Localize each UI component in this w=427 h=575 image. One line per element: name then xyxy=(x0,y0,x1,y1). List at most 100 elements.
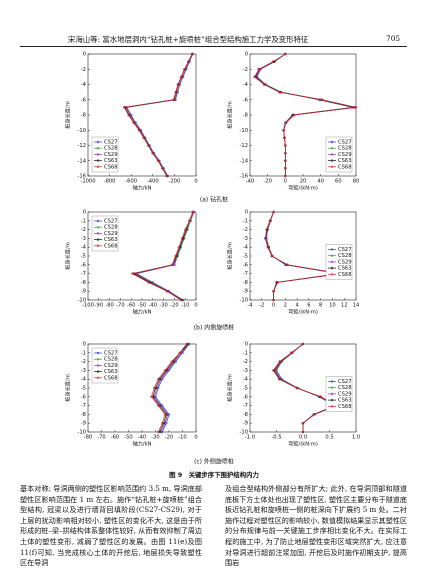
x-axis-label: 轴力/kN xyxy=(132,308,151,316)
y-tick-label: -7 xyxy=(81,271,86,277)
text-column: 基本对称; 导洞两侧的塑性区影响范围约 3.5 m, 导洞底部塑性区影响范围在 … xyxy=(20,484,202,568)
y-tick-label: -7 xyxy=(243,271,248,277)
data-point xyxy=(188,219,191,223)
data-point xyxy=(271,60,275,63)
y-tick-label: -4 xyxy=(243,377,249,383)
y-tick-label: -2 xyxy=(243,227,248,233)
y-tick-label: -2 xyxy=(81,227,86,233)
legend-label: CS27 xyxy=(104,219,118,225)
series-line xyxy=(253,53,357,176)
data-point xyxy=(284,167,287,170)
x-tick-label: -100 xyxy=(82,303,94,309)
x-tick-label: -80 xyxy=(105,303,113,309)
series-line xyxy=(153,343,189,433)
legend-label: CS28 xyxy=(104,357,118,363)
series-line xyxy=(272,343,338,432)
legend-marker xyxy=(96,140,100,144)
y-tick-label: -4 xyxy=(81,82,87,88)
legend-label: CS27 xyxy=(104,351,118,357)
y-tick-label: -10 xyxy=(78,298,86,304)
subcaption: (a) 钻孔桩 xyxy=(200,196,228,204)
data-point xyxy=(186,60,190,63)
y-tick-label: -16 xyxy=(240,174,248,180)
data-point xyxy=(354,106,358,109)
data-point xyxy=(179,75,183,79)
data-point xyxy=(301,421,305,425)
legend-marker xyxy=(96,165,100,169)
data-point xyxy=(265,228,268,231)
data-point xyxy=(177,245,180,249)
data-point xyxy=(192,210,196,214)
y-tick-label: -6 xyxy=(243,394,248,400)
data-point xyxy=(131,272,134,275)
legend-marker xyxy=(96,357,100,361)
x-tick-label: 8 xyxy=(319,303,322,309)
data-point xyxy=(272,369,275,372)
x-tick-label: 0.5 xyxy=(325,435,333,441)
y-tick-label: -2 xyxy=(81,67,86,73)
legend-marker xyxy=(96,376,100,380)
data-point xyxy=(292,113,296,117)
y-tick-label: -6 xyxy=(243,97,248,103)
y-tick-label: -10 xyxy=(78,430,86,436)
x-tick-label: 20 xyxy=(300,179,307,185)
x-tick-label: -70 xyxy=(97,435,105,441)
y-tick-label: -5 xyxy=(243,254,248,260)
x-tick-label: -200 xyxy=(169,179,181,185)
series-line xyxy=(152,343,189,433)
data-point xyxy=(284,159,287,162)
legend-marker xyxy=(330,266,334,270)
x-tick-label: -10 xyxy=(178,435,186,441)
data-point xyxy=(319,395,323,399)
legend-marker xyxy=(330,153,334,156)
x-tick-label: 0 xyxy=(194,303,197,309)
legend-label: CS28 xyxy=(104,146,118,152)
x-tick-label: -90 xyxy=(95,303,103,309)
legend-label: CS27 xyxy=(338,379,352,385)
data-point xyxy=(188,342,191,346)
data-point xyxy=(284,174,287,178)
data-point xyxy=(278,360,281,363)
x-tick-label: -30 xyxy=(159,303,167,309)
data-point xyxy=(163,369,167,372)
data-point xyxy=(174,254,177,258)
x-tick-label: -70 xyxy=(116,303,124,309)
data-point xyxy=(270,254,274,258)
data-point xyxy=(161,167,164,170)
header-rule xyxy=(20,46,407,47)
legend-label: CS63 xyxy=(338,266,352,272)
legend-marker xyxy=(96,364,100,367)
x-tick-label: -1.0 xyxy=(245,435,255,441)
y-tick-label: -7 xyxy=(243,403,248,409)
legend-marker xyxy=(330,386,334,389)
data-point xyxy=(142,136,145,140)
data-point xyxy=(165,289,169,293)
x-tick-label: 0 xyxy=(272,303,275,309)
data-point xyxy=(321,98,324,101)
legend-label: CS28 xyxy=(338,253,352,259)
y-tick-label: -16 xyxy=(78,174,86,180)
series-line xyxy=(134,211,195,301)
y-tick-label: 0 xyxy=(245,210,248,216)
y-tick-label: -14 xyxy=(240,158,249,164)
x-tick-label: -60 xyxy=(111,435,119,441)
figure: (a) 钻孔桩 (b) 内侧旋喷桩 (c) 外侧旋喷桩 图 9 关键步序下围护结… xyxy=(64,52,361,480)
y-tick-label: -2 xyxy=(81,359,86,365)
y-axis-label: 桩身长度/m xyxy=(226,101,234,129)
data-point xyxy=(284,52,287,56)
x-tick-label: 0.0 xyxy=(299,435,307,441)
y-tick-label: -1 xyxy=(243,218,248,224)
x-tick-label: 80 xyxy=(353,179,360,185)
legend-label: CS29 xyxy=(338,152,352,158)
data-point xyxy=(301,342,305,346)
y-tick-label: -5 xyxy=(81,254,86,260)
legend-marker xyxy=(330,165,334,169)
data-point xyxy=(286,263,289,267)
x-axis-label: 弯矩/(kN·m) xyxy=(288,308,318,316)
data-point xyxy=(301,430,305,434)
legend-label: CS63 xyxy=(104,237,118,243)
x-tick-label: 12 xyxy=(341,303,348,309)
legend-label: CS68 xyxy=(338,164,352,170)
x-tick-label: -10 xyxy=(181,303,189,309)
subcaption: (b) 内侧旋喷桩 xyxy=(194,324,234,332)
